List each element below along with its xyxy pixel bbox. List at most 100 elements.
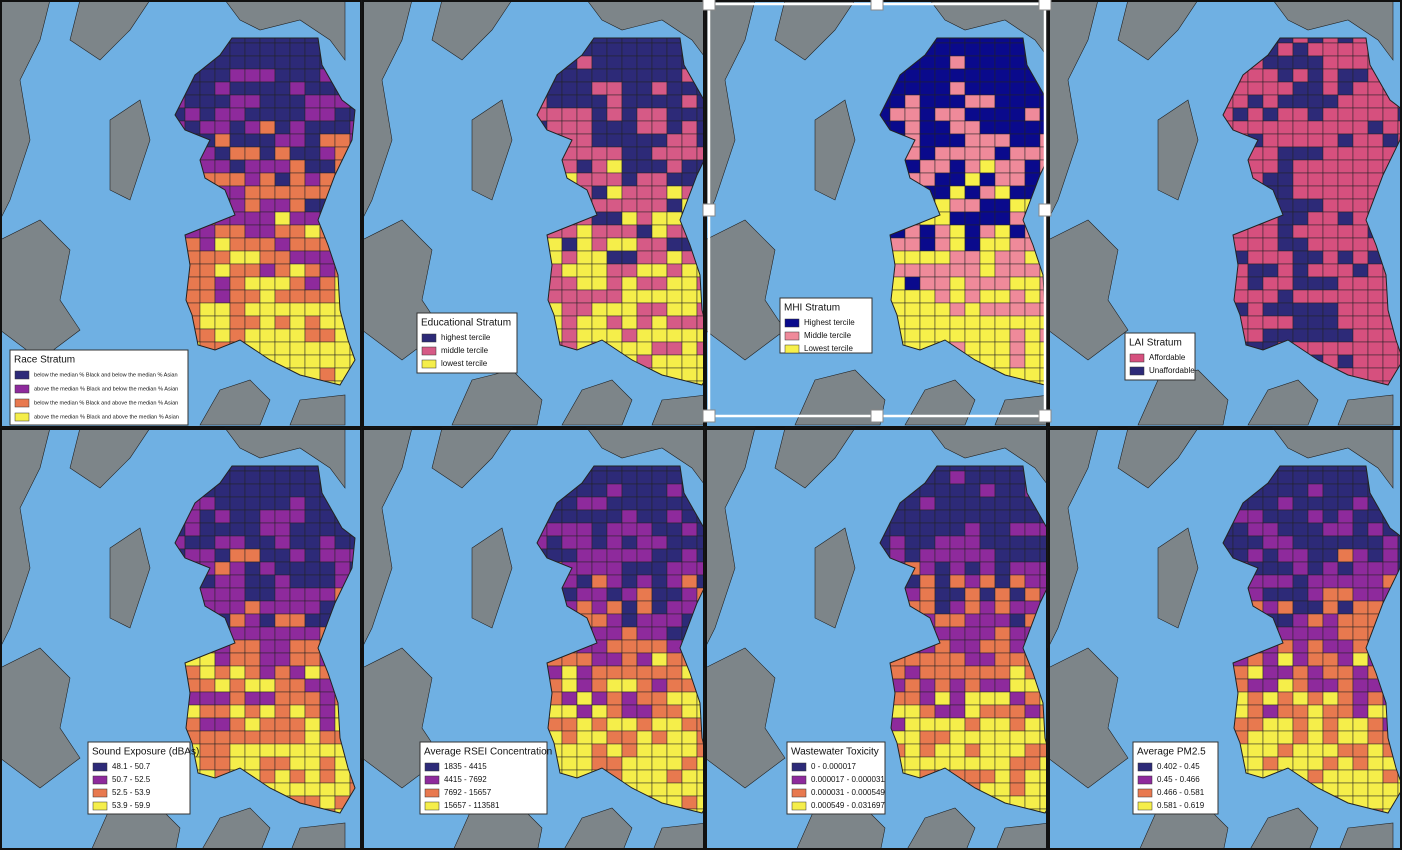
tract (244, 224, 261, 239)
tract (576, 496, 593, 511)
tract (606, 509, 623, 524)
tract (214, 81, 231, 96)
tract (229, 263, 246, 278)
tract (319, 302, 336, 317)
tract (561, 548, 578, 563)
tract (606, 639, 623, 654)
tract (904, 276, 921, 291)
tract (1307, 263, 1324, 278)
tract (1352, 483, 1369, 498)
tract (1307, 328, 1324, 343)
legend-label: Affordable (1149, 353, 1186, 362)
tract (561, 691, 578, 706)
tract (994, 107, 1011, 122)
tract (1307, 211, 1324, 226)
tract (1262, 743, 1279, 758)
tract (289, 535, 306, 550)
tract (934, 548, 951, 563)
tract (1277, 94, 1294, 109)
tract (1307, 341, 1324, 356)
tract (349, 548, 355, 563)
tract (1024, 691, 1041, 706)
tract (1247, 302, 1264, 317)
tract (934, 678, 951, 693)
tract (1009, 55, 1026, 70)
tract (651, 678, 668, 693)
tract (319, 743, 336, 758)
tract (919, 55, 936, 70)
legend-label: 50.7 - 52.5 (112, 775, 151, 784)
tract (259, 496, 276, 511)
tract (979, 496, 996, 511)
tract (1009, 146, 1026, 161)
tract (636, 756, 653, 771)
tract (289, 587, 306, 602)
tract (576, 678, 593, 693)
tract (214, 561, 231, 576)
tract (1277, 133, 1294, 148)
tract (1292, 81, 1309, 96)
tract (994, 120, 1011, 135)
tract (994, 704, 1011, 719)
tract (576, 561, 593, 576)
tract (606, 561, 623, 576)
tract (274, 146, 291, 161)
tract (334, 107, 351, 122)
tract (1337, 198, 1354, 213)
tract (964, 730, 981, 745)
tract (1307, 483, 1324, 498)
tract (606, 574, 623, 589)
tract (289, 704, 306, 719)
tract (994, 68, 1011, 83)
tract (919, 548, 936, 563)
tract (1352, 613, 1369, 628)
tract (606, 522, 623, 537)
legend-label: 48.1 - 50.7 (112, 762, 151, 771)
tract (1352, 159, 1369, 174)
tract (1337, 639, 1354, 654)
tract (681, 587, 698, 602)
tract (621, 237, 638, 252)
land (109, 99, 151, 201)
tract (1292, 730, 1309, 745)
tract (591, 587, 608, 602)
tract (621, 574, 638, 589)
tract (576, 302, 593, 317)
tract (904, 68, 921, 83)
tract (244, 665, 261, 680)
tract (199, 81, 216, 96)
tract (636, 341, 653, 356)
tract (289, 81, 306, 96)
tract (259, 769, 276, 784)
tract (666, 483, 683, 498)
tract (666, 120, 683, 135)
tract (994, 250, 1011, 265)
tract (1322, 68, 1339, 83)
tract (949, 120, 966, 135)
tract (994, 263, 1011, 278)
tract (229, 756, 246, 771)
tract (904, 665, 921, 680)
tract (546, 522, 563, 537)
tract (636, 276, 653, 291)
legend-label: 0.000017 - 0.000031 (811, 775, 885, 784)
tract (591, 185, 608, 200)
tract (636, 665, 653, 680)
tract (274, 198, 291, 213)
tract (214, 678, 231, 693)
city-outline (174, 465, 356, 814)
tract (651, 691, 668, 706)
legend-swatch (92, 801, 108, 811)
tract (964, 743, 981, 758)
tract (289, 470, 306, 485)
tract (576, 535, 593, 550)
tract (1337, 81, 1354, 96)
tract (1352, 665, 1369, 680)
tract (1262, 224, 1279, 239)
tract (1292, 328, 1309, 343)
tract (934, 133, 951, 148)
tract (576, 574, 593, 589)
tract (304, 81, 321, 96)
tract (1352, 756, 1369, 771)
tract (1337, 769, 1354, 784)
